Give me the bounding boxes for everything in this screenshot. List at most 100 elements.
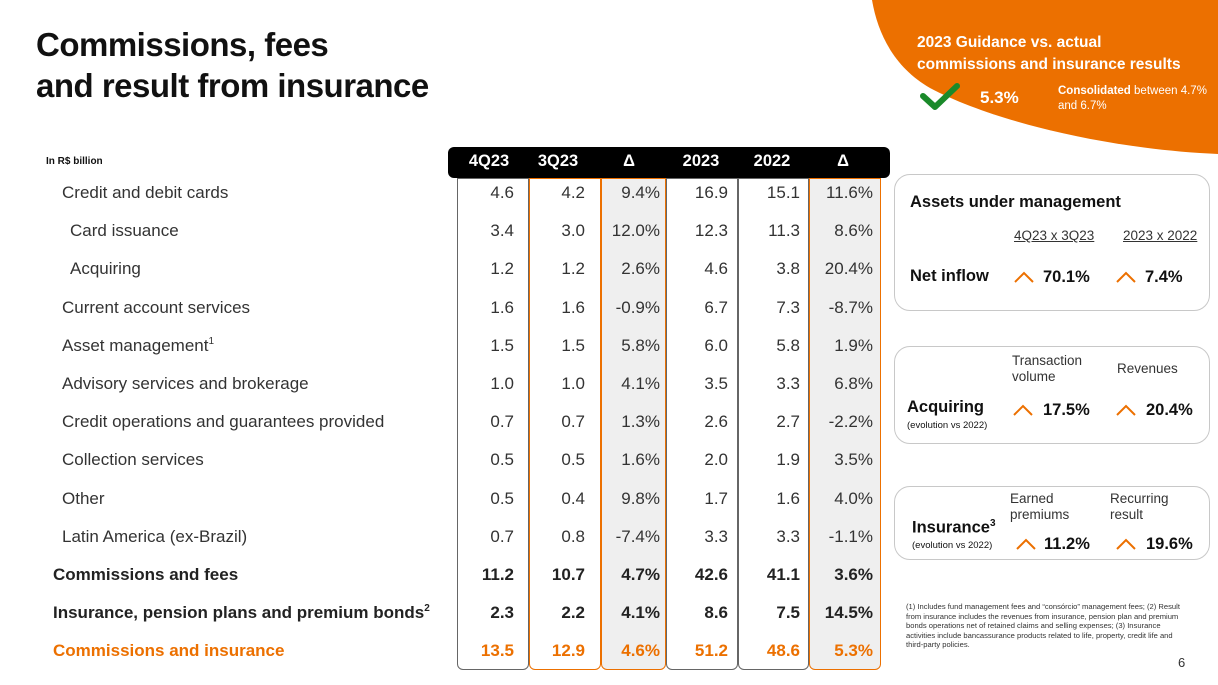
column-frame-2022 xyxy=(738,178,809,670)
table-cell: 41.1 xyxy=(766,565,800,584)
table-cell: -7.4% xyxy=(615,526,660,546)
header-delta-quarter: Δ xyxy=(623,152,635,170)
table-cell: 3.3 xyxy=(776,374,800,393)
insurance-title-sup: 3 xyxy=(989,518,996,529)
insurance-col1-header: Earned premiums xyxy=(1010,491,1070,522)
table-cell: 1.2 xyxy=(561,259,585,279)
table-row: Credit operations and guarantees provide… xyxy=(0,404,890,442)
up-arrow-icon xyxy=(1016,538,1036,550)
table-cell: 6.0 xyxy=(704,335,728,355)
row-label-text: Commissions and fees xyxy=(53,565,239,584)
table-cell: 12.3 xyxy=(694,221,728,241)
table-row: Acquiring 1.2 1.2 2.6% 4.6 3.8 20.4% xyxy=(0,251,890,289)
header-2022: 2022 xyxy=(753,152,791,170)
row-label-text: Card issuance xyxy=(70,221,179,241)
table-cell: 4.1% xyxy=(621,603,660,623)
table-header-bar xyxy=(448,147,890,178)
row-label: Latin America (ex-Brazil) xyxy=(62,527,247,547)
table-cell: -1.1% xyxy=(828,526,873,546)
table-cell: 5.8 xyxy=(776,335,800,355)
header-4q23: 4Q23 xyxy=(468,152,510,170)
table-cell: 4.6% xyxy=(621,641,660,661)
row-label: Commissions and fees xyxy=(53,565,238,585)
up-arrow-icon xyxy=(1014,271,1034,283)
guidance-title: 2023 Guidance vs. actual commissions and… xyxy=(917,32,1217,76)
table-cell: 9.4% xyxy=(621,183,660,202)
table-row: Asset management1 1.5 1.5 5.8% 6.0 5.8 1.9% xyxy=(0,328,890,366)
table-cell: 1.5 xyxy=(561,335,585,355)
table-cell: 2.2 xyxy=(561,603,585,623)
acquiring-col1-header: Transaction volume xyxy=(1012,353,1083,384)
row-label-text: Latin America (ex-Brazil) xyxy=(62,526,248,546)
insurance-subtitle: (evolution vs 2022) xyxy=(912,540,993,551)
row-label-text: Current account services xyxy=(62,297,251,317)
column-frame-delta-year xyxy=(809,178,881,670)
table-cell: 8.6 xyxy=(704,603,728,623)
table-cell: 4.1% xyxy=(621,374,660,393)
table-cell: 8.6% xyxy=(834,221,873,241)
table-cell: 0.5 xyxy=(490,488,514,508)
page-title-line-1: Commissions, fees xyxy=(36,26,329,63)
header-delta-year: Δ xyxy=(837,152,849,170)
row-label: Credit and debit cards xyxy=(62,183,228,203)
row-label-text: Collection services xyxy=(62,450,204,470)
table-cell: 9.8% xyxy=(621,488,660,508)
table-cell: 11.2 xyxy=(481,565,514,584)
table-cell: 2.6 xyxy=(704,412,728,432)
table-cell: 1.3% xyxy=(621,412,660,432)
table-cell: 0.5 xyxy=(561,450,585,470)
page-title: Commissions, fees and result from insura… xyxy=(36,24,429,106)
guidance-value: 5.3% xyxy=(980,88,1019,107)
table-cell: 20.4% xyxy=(824,259,873,279)
table-cell: 4.0% xyxy=(834,488,873,508)
row-label-text: Acquiring xyxy=(70,259,141,279)
table-cell: 3.5 xyxy=(704,374,728,393)
column-frame-2023 xyxy=(666,178,738,670)
acquiring-panel: Transaction volume Revenues Acquiring (e… xyxy=(894,346,1210,444)
table-cell: 51.2 xyxy=(694,641,728,661)
table-cell: 3.3 xyxy=(704,526,728,546)
table-cell: 3.4 xyxy=(490,221,514,241)
table-cell: -2.2% xyxy=(828,412,873,432)
table-cell: 6.8% xyxy=(834,374,873,393)
row-label-text: Credit operations and guarantees provide… xyxy=(62,412,385,432)
table-cell: 42.6 xyxy=(694,565,728,584)
table-cell: 11.6% xyxy=(826,183,873,202)
table-cell: 0.7 xyxy=(490,526,514,546)
table-cell: 0.7 xyxy=(490,412,514,432)
table-cell: 7.3 xyxy=(776,297,800,317)
table-cell: 2.0 xyxy=(704,450,728,470)
table-cell: 3.6% xyxy=(834,565,873,584)
acquiring-title: Acquiring xyxy=(907,398,984,416)
table-cell: 5.3% xyxy=(834,641,873,661)
table-cell: 3.5% xyxy=(834,450,873,470)
acquiring-subtitle: (evolution vs 2022) xyxy=(907,420,988,431)
table-row: Latin America (ex-Brazil) 0.7 0.8 -7.4% 3.3 3… xyxy=(0,519,890,557)
insurance-val2: 19.6% xyxy=(1146,535,1193,553)
row-label-text: Commissions and insurance xyxy=(53,641,285,661)
table-cell: 1.9 xyxy=(776,450,800,470)
acquiring-col2-header: Revenues xyxy=(1117,361,1178,376)
table-cell: 5.8% xyxy=(621,335,660,355)
guidance-note-rest: between 4.7% and 6.7% xyxy=(1058,85,1207,112)
row-label: Credit operations and guarantees provide… xyxy=(62,412,384,432)
row-label: Collection services xyxy=(62,450,204,470)
table-cell: 4.7% xyxy=(621,565,660,584)
table-row: Commissions and insurance 13.5 12.9 4.6% 51.… xyxy=(0,633,890,671)
guidance-note: Consolidated between 4.7% and 6.7% xyxy=(1058,84,1208,114)
up-arrow-icon xyxy=(1116,404,1136,416)
table-cell: 1.6 xyxy=(561,297,585,317)
table-cell: 7.5 xyxy=(776,603,800,623)
table-cell: -0.9% xyxy=(615,297,660,317)
table-cell: 3.3 xyxy=(776,526,800,546)
table-cell: 1.0 xyxy=(490,374,514,393)
page-number: 6 xyxy=(1178,655,1186,670)
row-label-text: Credit and debit cards xyxy=(62,183,229,202)
guidance-title-line-1: 2023 Guidance vs. actual xyxy=(917,34,1102,51)
row-label: Insurance, pension plans and premium bon… xyxy=(53,603,430,623)
row-label: Advisory services and brokerage xyxy=(62,374,309,394)
table-cell: 6.7 xyxy=(704,297,728,317)
header-2023: 2023 xyxy=(682,152,720,170)
table-cell: 3.0 xyxy=(561,221,585,241)
table-cell: 0.4 xyxy=(561,488,585,508)
